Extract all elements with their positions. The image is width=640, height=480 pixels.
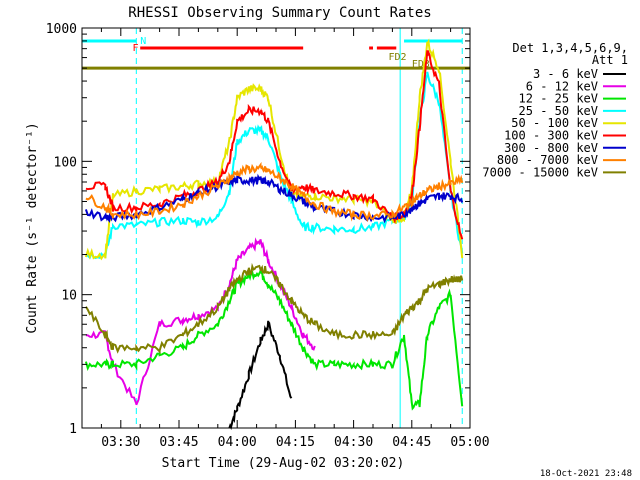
series-line-4 <box>84 38 464 261</box>
y-axis-label: Count Rate (s⁻¹ detector⁻¹) <box>25 122 40 333</box>
legend-label: 6 - 12 keV <box>526 79 598 93</box>
legend-label: 3 - 6 keV <box>533 67 598 81</box>
series-lines <box>84 38 464 431</box>
x-tick-label: 04:30 <box>334 435 373 450</box>
legend-label: 300 - 800 keV <box>504 141 598 155</box>
legend-label: 50 - 100 keV <box>511 116 598 130</box>
y-tick-label: 10 <box>61 289 77 304</box>
plot-frame <box>81 27 471 429</box>
x-tick-label: 04:15 <box>276 435 315 450</box>
x-axis-label: Start Time (29-Aug-02 03:20:02) <box>162 456 405 471</box>
legend-label: 12 - 25 keV <box>519 92 598 106</box>
x-tick-label: 05:00 <box>450 435 489 450</box>
x-tick-label: 04:00 <box>218 435 257 450</box>
x-tick-label: 03:45 <box>159 435 198 450</box>
x-tick-label: 04:45 <box>392 435 431 450</box>
series-line-6 <box>84 173 464 224</box>
series-line-0 <box>228 320 293 431</box>
x-axis: 03:30 03:45 04:00 04:15 04:30 04:45 05:00 <box>81 28 490 450</box>
flag-label-fd2: FD2 <box>389 52 407 63</box>
series-line-3 <box>85 71 464 260</box>
legend-title-line-2: Att 1 <box>592 53 628 67</box>
y-tick-label: 100 <box>54 155 77 170</box>
legend-label: 800 - 7000 keV <box>497 153 598 167</box>
y-tick-label: 1 <box>69 422 77 437</box>
legend-label: 25 - 50 keV <box>519 104 598 118</box>
legend-label: 100 - 300 keV <box>504 129 598 143</box>
y-axis: 1 10 100 1000 <box>46 22 470 437</box>
flag-label-f: F <box>132 43 138 54</box>
flag-label-fd3: FD3 <box>412 59 430 70</box>
chart-title: RHESSI Observing Summary Count Rates <box>128 5 431 21</box>
series-line-2 <box>84 267 464 411</box>
series-line-7 <box>85 161 464 223</box>
legend-label: 7000 - 15000 keV <box>482 165 598 179</box>
series-line-8 <box>85 262 464 354</box>
legend-title-line-1: Det 1,3,4,5,6,9, <box>512 41 628 55</box>
y-tick-label: 1000 <box>46 22 77 37</box>
flag-label-n: N <box>140 36 146 47</box>
footer-timestamp: 18-Oct-2021 23:48 <box>540 469 632 479</box>
flag-bars: FN FD2 FD3 <box>81 28 470 428</box>
x-tick-label: 03:30 <box>101 435 140 450</box>
